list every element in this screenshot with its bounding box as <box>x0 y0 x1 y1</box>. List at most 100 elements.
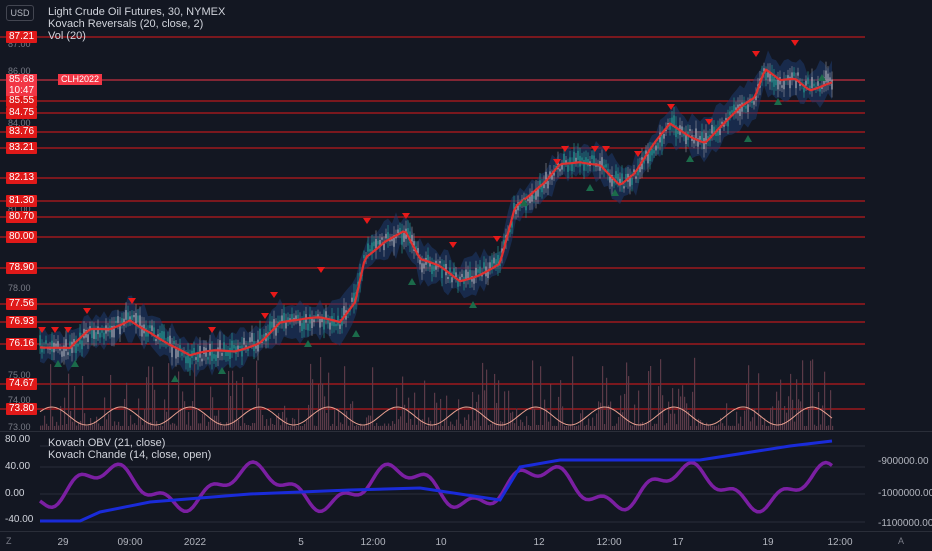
volume-bar <box>742 425 744 430</box>
volume-bar <box>136 425 138 430</box>
time-axis[interactable]: Z 29 09:00 2022 5 12:00 10 12 12:00 17 1… <box>0 531 932 551</box>
volume-bar <box>492 421 494 430</box>
price-level-tag[interactable]: 87.21 <box>6 31 38 43</box>
volume-bar <box>698 418 700 430</box>
candle-body <box>167 336 169 342</box>
volume-bar <box>604 424 606 430</box>
volume-bar <box>198 423 200 430</box>
volume-bar <box>408 397 410 430</box>
volume-bar <box>116 425 118 430</box>
volume-bar <box>702 422 704 430</box>
candle-body <box>397 229 399 233</box>
volume-bar <box>444 419 446 430</box>
volume-bar <box>92 424 94 430</box>
indicator-chart[interactable] <box>0 432 932 532</box>
candle-body <box>563 153 565 164</box>
reversal-down-marker <box>705 119 713 125</box>
candle-body <box>301 323 303 331</box>
price-level-tag[interactable]: 80.70 <box>6 211 38 223</box>
time-tick: 12:00 <box>827 537 853 548</box>
price-level-tag[interactable]: 82.13 <box>6 172 38 184</box>
price-level-tag[interactable]: 73.80 <box>6 403 38 415</box>
reversal-up-marker <box>520 199 528 206</box>
candle-body <box>287 317 289 322</box>
candle-body <box>93 329 95 339</box>
candle-body <box>727 117 729 127</box>
auto-scale-button[interactable]: A <box>898 536 905 546</box>
volume-bar <box>592 417 594 430</box>
candle-body <box>313 319 315 323</box>
price-level-tag[interactable]: 77.56 <box>6 298 38 310</box>
candle-body <box>91 328 93 339</box>
candle-body <box>823 77 825 86</box>
volume-bar <box>344 366 346 430</box>
volume-bar <box>388 423 390 430</box>
volume-bar <box>248 424 250 430</box>
volume-bar <box>778 400 780 430</box>
candle-body <box>39 335 41 346</box>
candle-body <box>321 318 323 323</box>
candle-body <box>717 127 719 136</box>
volume-legend[interactable]: Vol (20) <box>48 30 86 42</box>
candle-body <box>115 320 117 323</box>
volume-bar <box>178 371 180 430</box>
obv-legend[interactable]: Kovach OBV (21, close) <box>48 437 166 449</box>
price-level-tag[interactable]: 84.75 <box>6 107 38 119</box>
candle-body <box>59 348 61 351</box>
candle-body <box>163 331 165 340</box>
candle-body <box>131 315 133 320</box>
candle-body <box>585 157 587 165</box>
candle-body <box>269 321 271 332</box>
currency-button[interactable]: USD <box>6 5 34 21</box>
candle-body <box>319 318 321 328</box>
volume-bar <box>48 425 50 430</box>
volume-bar <box>182 391 184 430</box>
volume-bar <box>480 425 482 430</box>
indicator-pane[interactable]: Kovach OBV (21, close) Kovach Chande (14… <box>0 431 932 532</box>
chande-legend[interactable]: Kovach Chande (14, close, open) <box>48 449 212 461</box>
candle-body <box>455 272 457 278</box>
candle-body <box>769 71 771 82</box>
volume-bar <box>550 384 552 430</box>
price-level-tag[interactable]: 83.21 <box>6 142 38 154</box>
symbol-legend[interactable]: Light Crude Oil Futures, 30, NYMEX <box>48 6 226 18</box>
volume-bar <box>62 425 64 430</box>
candle-body <box>611 175 613 187</box>
price-level-tag[interactable]: 74.67 <box>6 378 38 390</box>
timezone-button[interactable]: Z <box>6 536 12 546</box>
volume-bar <box>792 399 794 430</box>
candle-body <box>149 325 151 329</box>
price-level-tag[interactable]: 80.00 <box>6 231 38 243</box>
volume-bar <box>708 424 710 430</box>
volume-bar <box>278 413 280 430</box>
candle-body <box>619 178 621 186</box>
volume-bar <box>58 425 60 430</box>
volume-bar <box>590 425 592 430</box>
price-level-tag[interactable]: 76.16 <box>6 338 38 350</box>
candle-body <box>623 186 625 189</box>
candle-body <box>441 267 443 278</box>
price-level-tag[interactable]: 81.30 <box>6 195 38 207</box>
volume-bar <box>398 419 400 430</box>
volume-bar <box>818 392 820 430</box>
reversal-down-marker <box>791 40 799 46</box>
candle-body <box>381 237 383 240</box>
candle-body <box>285 320 287 329</box>
volume-bar <box>624 393 626 430</box>
candle-body <box>207 357 209 360</box>
price-level-tag[interactable]: 83.76 <box>6 126 38 138</box>
price-chart[interactable] <box>0 0 932 430</box>
price-level-tag[interactable]: 78.90 <box>6 262 38 274</box>
reversals-legend[interactable]: Kovach Reversals (20, close, 2) <box>48 18 204 30</box>
volume-bar <box>172 422 174 430</box>
price-level-tag[interactable]: 76.93 <box>6 316 38 328</box>
price-level-tag[interactable]: 85.55 <box>6 95 38 107</box>
volume-bar <box>302 425 304 430</box>
volume-bar <box>602 366 604 430</box>
candle-body <box>303 318 305 330</box>
volume-bar <box>682 385 684 430</box>
candle-body <box>789 76 791 89</box>
candle-body <box>177 350 179 357</box>
price-pane[interactable]: USD Light Crude Oil Futures, 30, NYMEX K… <box>0 0 932 432</box>
volume-bar <box>222 425 224 430</box>
